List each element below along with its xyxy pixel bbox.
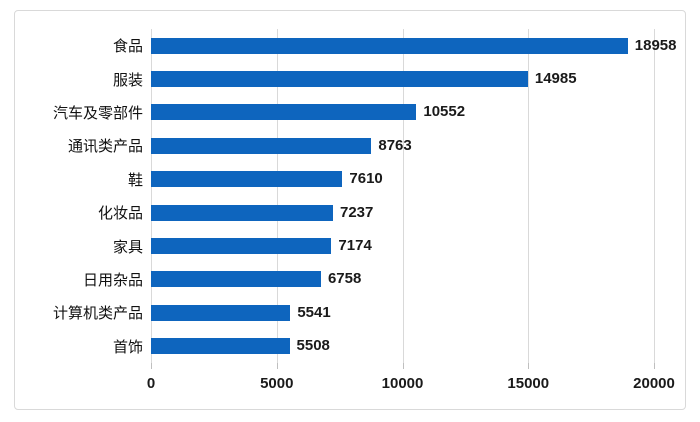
bar-row: 7610 (151, 163, 654, 196)
bar-row: 18958 (151, 29, 677, 62)
category-label: 化妆品 (97, 206, 143, 223)
gridline (528, 29, 530, 363)
value-label: 5541 (297, 303, 331, 321)
axis-tick (654, 363, 655, 369)
bar[interactable] (151, 104, 417, 121)
category-label: 计算机类产品 (52, 306, 143, 323)
bar-row: 5541 (151, 296, 654, 329)
category-label: 服装 (112, 72, 143, 89)
gridline (151, 29, 152, 363)
bar[interactable] (151, 304, 291, 321)
axis-tick (276, 363, 278, 369)
category-label: 首饰 (112, 339, 143, 356)
bar[interactable] (151, 171, 343, 188)
bar[interactable] (151, 71, 528, 88)
value-label: 8763 (378, 136, 412, 154)
plot-area: 0 5000 10000 15000 20000 食品服装汽车及零部件通讯类产品鞋化妆品家… (53, 29, 677, 392)
x-axis-tick-label: 10000 (381, 375, 424, 392)
bar[interactable] (151, 204, 333, 221)
gridline (402, 29, 404, 363)
bar-row: 8763 (151, 129, 654, 162)
x-axis-tick-label: 20000 (633, 375, 675, 392)
bar-row: 10552 (151, 96, 654, 129)
bar[interactable] (151, 271, 321, 288)
x-axis-tick-label: 0 (146, 375, 156, 392)
category-label: 鞋 (127, 172, 143, 189)
category-label: 日用杂品 (82, 272, 143, 289)
value-label: 14985 (534, 70, 577, 88)
category-label: 家具 (112, 239, 143, 256)
category-label: 通讯类产品 (67, 139, 143, 156)
gridline (654, 29, 655, 363)
bar[interactable] (151, 137, 372, 154)
axis-tick (528, 363, 530, 369)
bar-row: 7174 (151, 229, 654, 262)
bar[interactable] (151, 238, 332, 255)
y-axis-category-labels: 食品服装汽车及零部件通讯类产品鞋化妆品家具日用杂品计算机类产品首饰 (15, 29, 143, 363)
axis-tick (151, 363, 152, 369)
bar-row: 5508 (151, 330, 654, 363)
category-label: 食品 (112, 39, 143, 56)
value-label: 10552 (423, 103, 466, 121)
bar-row: 7237 (151, 196, 654, 229)
chart-frame: 0 5000 10000 15000 20000 食品服装汽车及零部件通讯类产品鞋化妆品家… (14, 10, 686, 410)
bar[interactable] (151, 338, 290, 355)
axis-tick (402, 363, 404, 369)
bar[interactable] (151, 37, 628, 54)
value-label: 18958 (634, 36, 677, 54)
bar-row: 6758 (151, 263, 654, 296)
category-label: 汽车及零部件 (52, 105, 143, 122)
value-label: 7237 (340, 203, 374, 221)
value-label: 6758 (327, 270, 362, 288)
x-axis-tick-label: 5000 (260, 375, 294, 392)
value-label: 7174 (338, 237, 372, 255)
x-axis-tick-label: 15000 (507, 375, 550, 392)
value-label: 7610 (349, 170, 383, 188)
gridline (276, 29, 278, 363)
bar-row: 14985 (151, 62, 654, 95)
value-label: 5508 (296, 337, 330, 355)
